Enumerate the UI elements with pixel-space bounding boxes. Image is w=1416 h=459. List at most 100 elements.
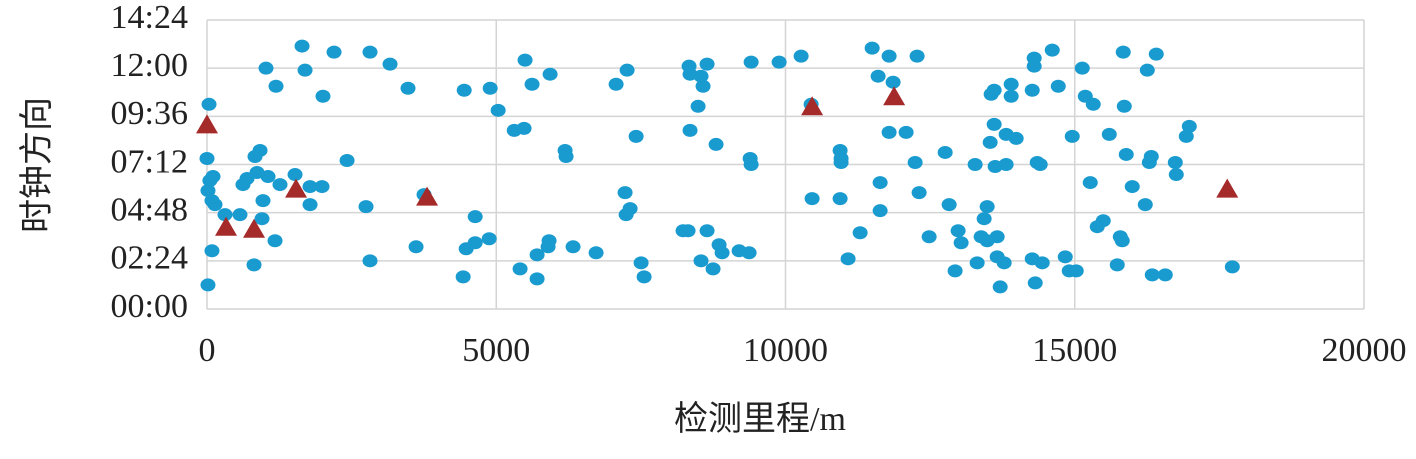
y-tick-label: 04:48	[111, 191, 188, 228]
circle-point	[467, 236, 483, 250]
circle-point	[872, 204, 888, 218]
circle-point	[1024, 83, 1040, 97]
y-axis-title: 时钟方向	[18, 97, 56, 233]
circle-point	[516, 121, 532, 135]
circle-point	[872, 176, 888, 190]
circle-point	[996, 256, 1012, 270]
circle-point	[201, 97, 217, 111]
y-tick-label: 12:00	[111, 47, 188, 84]
circle-point	[490, 103, 506, 117]
circle-point	[989, 230, 1005, 244]
circle-point	[272, 178, 288, 192]
circle-point	[967, 158, 983, 171]
circle-point	[558, 149, 574, 163]
circle-point	[297, 63, 313, 77]
circle-point	[1082, 176, 1098, 190]
circle-point	[260, 170, 276, 184]
circle-point	[529, 248, 545, 262]
circle-point	[588, 246, 604, 260]
circle-point	[339, 153, 355, 167]
circle-point	[205, 170, 221, 184]
circle-point	[693, 254, 709, 268]
circle-point	[771, 55, 787, 69]
circle-point	[1124, 180, 1140, 194]
circle-point	[628, 129, 644, 143]
circle-point	[565, 240, 581, 254]
circle-point	[267, 234, 283, 248]
circle-point	[619, 63, 635, 77]
y-tick-label: 00:00	[111, 288, 188, 325]
circle-point	[969, 256, 985, 270]
circle-point	[254, 212, 270, 226]
circle-point	[199, 151, 215, 165]
circle-point	[699, 57, 715, 71]
circle-point	[852, 226, 868, 240]
circle-point	[315, 89, 331, 103]
circle-point	[287, 168, 303, 182]
circle-point	[481, 232, 497, 246]
circle-point	[608, 77, 624, 91]
circle-point	[408, 240, 424, 254]
circle-point	[246, 258, 262, 272]
circle-point	[1118, 147, 1134, 161]
circle-point	[690, 99, 706, 113]
circle-point	[255, 194, 271, 208]
triangle-point	[801, 96, 824, 116]
circle-point	[921, 230, 937, 244]
circle-point	[864, 41, 880, 55]
circle-point	[1068, 264, 1084, 278]
circle-point	[268, 79, 284, 93]
circle-point	[986, 117, 1002, 131]
circle-point	[693, 69, 709, 83]
circle-point	[512, 262, 528, 276]
x-tick-label: 5000	[462, 332, 530, 369]
circle-point	[1101, 127, 1117, 141]
triangle-point	[416, 186, 439, 206]
circle-point	[358, 200, 374, 214]
circle-point	[1116, 99, 1132, 113]
circle-point	[294, 39, 310, 53]
circle-point	[529, 272, 545, 286]
circle-point	[1137, 198, 1153, 212]
circle-point	[937, 145, 953, 159]
circle-point	[911, 186, 927, 200]
circle-point	[705, 262, 721, 276]
circle-point	[204, 244, 220, 258]
circle-point	[200, 184, 216, 198]
x-tick-label: 10000	[743, 332, 828, 369]
circle-point	[302, 198, 318, 212]
triangle-point	[285, 178, 308, 198]
circle-point	[1003, 89, 1019, 103]
y-tick-label: 02:24	[111, 240, 188, 277]
circle-point	[1032, 158, 1048, 171]
x-axis-title: 检测里程/m	[674, 400, 846, 438]
circle-point	[326, 45, 342, 59]
circle-point	[947, 264, 963, 278]
circle-point	[941, 198, 957, 212]
circle-point	[456, 83, 472, 97]
circle-point	[695, 79, 711, 93]
circle-point	[252, 143, 268, 157]
circle-point	[1109, 258, 1125, 272]
circle-point	[907, 155, 923, 169]
circle-point	[362, 45, 378, 59]
circle-point	[832, 192, 848, 206]
circle-point	[1085, 97, 1101, 111]
circle-point	[617, 186, 633, 200]
circle-point	[979, 200, 995, 214]
circle-point	[840, 252, 856, 266]
circle-point	[217, 208, 233, 222]
circle-point	[455, 270, 471, 284]
circle-point	[1157, 268, 1173, 282]
circle-point	[1095, 214, 1111, 228]
circle-point	[986, 83, 1002, 97]
circle-point	[682, 123, 698, 137]
circle-point	[699, 224, 715, 238]
circle-point	[992, 280, 1008, 294]
x-tick-label: 0	[199, 332, 216, 369]
circle-point	[232, 208, 248, 222]
y-tick-label: 07:12	[111, 143, 188, 180]
circle-point	[1074, 61, 1090, 75]
circle-point	[1148, 47, 1164, 61]
